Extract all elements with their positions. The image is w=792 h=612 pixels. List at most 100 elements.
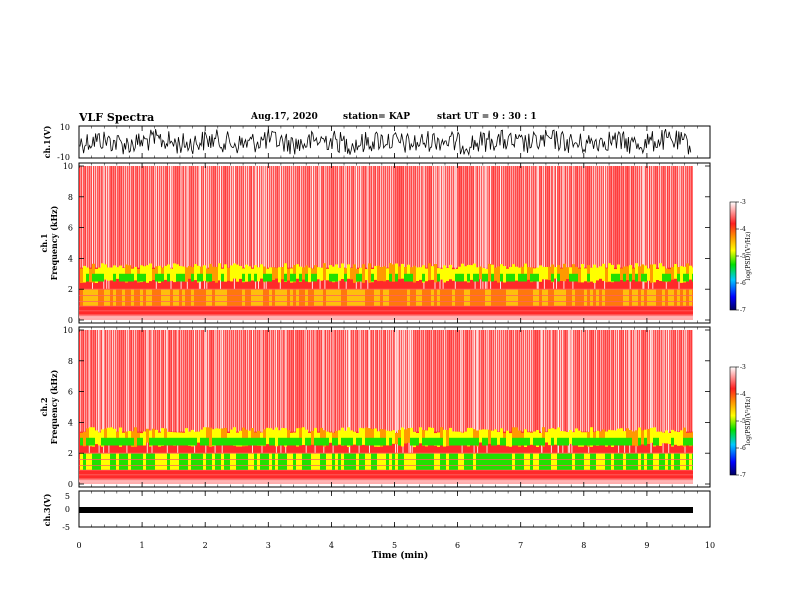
spectrogram-band-low [419,289,422,307]
spectrogram-streak [342,166,344,268]
xtick-label: 8 [581,541,586,550]
ytick-label: 6 [68,388,73,397]
spectrogram-impulse [92,166,93,290]
spectrogram-streak [204,330,206,432]
spectrogram-band-yellow [287,430,290,445]
spectrogram-streak [260,330,262,432]
spectrogram-band-low [677,289,680,307]
spectrogram-streak [532,166,534,268]
spectrogram-streak [504,330,506,432]
spectrogram-band-low [206,289,209,307]
spectrogram-band-yellow [347,427,350,447]
spectrogram-band-yellow [347,264,350,279]
spectrogram-streak [184,330,186,432]
spectrogram-band-low [662,289,665,307]
spectrogram-impulse [643,166,645,290]
spectrogram-band-low [128,453,131,471]
spectrogram-streak [540,166,542,268]
spectrogram-band-low [425,453,428,471]
spectrogram-band-yellow [692,431,693,443]
spectrogram-streak [216,330,218,432]
spectrogram-band-low [614,453,617,471]
spectrogram-streak [164,330,166,432]
spectrogram-band-yellow [149,263,152,282]
spectrogram-band-yellow [494,429,497,445]
spectrogram-band-green [422,437,425,446]
spectrogram-streak [344,166,346,268]
spectrogram-band-green [89,437,92,446]
spectrogram-band-green [389,273,392,282]
spectrogram-band-low [440,453,443,471]
spectrogram-band-green [149,437,152,446]
spectrogram-band-yellow [287,268,290,281]
spectrogram-streak [118,330,120,432]
spectrogram-impulse [635,330,637,454]
spectrogram-band-low [218,453,221,471]
spectrogram-band-low [659,289,662,307]
spectrogram-band-yellow [278,430,281,444]
spectrogram-streak [322,330,324,432]
spectrogram-band-yellow [407,428,410,443]
spectrogram-streak [562,166,564,268]
spectrogram-band-low [161,289,164,307]
spectrogram-band-yellow [644,429,647,444]
spectrogram-band-yellow [485,429,488,443]
spectrogram-band-low [518,289,521,307]
spectrogram-band-low [452,289,455,307]
spectrogram-streak [596,166,598,268]
spectrogram-streak [252,166,254,268]
spectrogram-band-yellow [170,268,173,281]
spectrogram-band-green [617,437,620,446]
spectrogram-band-yellow [128,265,131,279]
spectrogram-impulse [423,166,425,290]
spectrogram-band-yellow [602,429,605,444]
spectrogram-band-green [623,273,626,282]
spectrogram-band-low [203,453,206,471]
spectrogram-band-yellow [500,428,503,445]
spectrogram-streak [268,330,270,432]
spectrogram-band-low [611,289,614,307]
spectrogram-band-yellow [635,263,638,280]
spectrogram-band-yellow [194,264,197,281]
spectrogram-band-low [530,453,533,471]
spectrogram-band-low [125,453,128,471]
spectrogram-streak [532,330,534,432]
spectrogram-streak [288,166,290,268]
spectrogram-streak [640,330,642,432]
spectrogram-band-low [305,289,308,307]
spectrogram-band-yellow [620,428,623,446]
spectrogram-band-yellow [629,430,632,443]
spectrogram-band-low [584,289,587,307]
spectrogram-band-low [173,289,176,307]
spectrogram-impulse [541,330,543,454]
spectrogram-streak [458,166,460,268]
spectrogram-streak [334,166,336,268]
spectrogram-streak [674,166,676,268]
spectrogram-band-green [86,437,89,446]
spectrogram-band-low [83,453,86,471]
spectrogram-band-green [551,437,554,446]
spectrogram-streak [122,330,124,432]
spectrogram-band-green [293,437,296,446]
spectrogram-streak [626,166,628,268]
spectrogram-band-low [218,289,221,307]
spectrogram-band-green [227,437,230,446]
spectrogram-streak [158,330,160,432]
spectrogram-band-yellow [272,429,275,445]
spectrogram-streak [162,330,164,432]
spectrogram-band-yellow [302,427,305,445]
spectrogram-band-yellow [353,264,356,283]
spectrogram-band-low [302,289,305,307]
spectrogram-band-low [500,453,503,471]
spectrogram-streak [528,166,530,268]
spectrogram-streak [172,166,174,268]
spectrogram-band-low [197,289,200,307]
spectrogram-band-low [194,453,197,471]
spectrogram-band-green [248,437,251,446]
spectrogram-band-low [92,453,95,471]
spectrogram-band-low [149,289,152,307]
spectrogram-band-green [176,437,179,446]
spectrogram-streak [392,330,394,432]
spectrogram-streak [548,166,550,268]
spectrogram-streak [216,166,218,268]
